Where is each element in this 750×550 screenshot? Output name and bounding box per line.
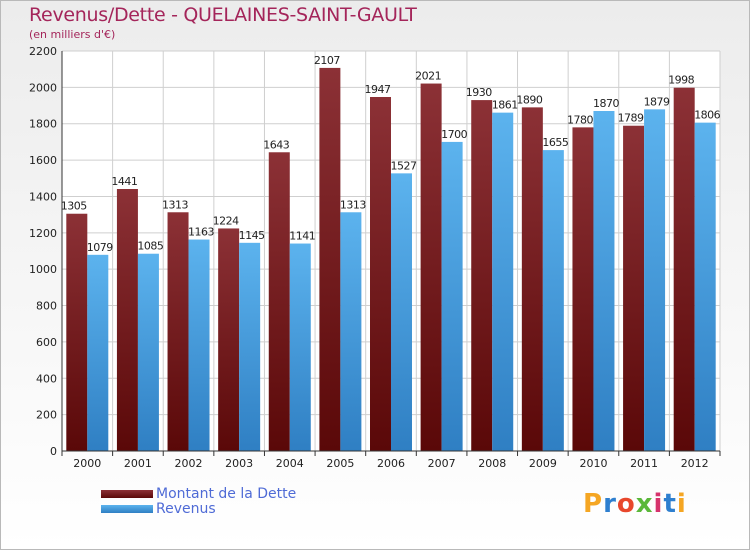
- x-tick-label: 2012: [681, 457, 709, 470]
- data-label: 1655: [542, 136, 568, 149]
- x-tick-label: 2003: [225, 457, 253, 470]
- data-label: 1085: [137, 240, 163, 253]
- bar-revenue: [644, 109, 666, 451]
- data-label: 2107: [314, 54, 340, 67]
- data-label: 1441: [111, 175, 137, 188]
- data-label: 1079: [87, 241, 113, 254]
- bar-debt: [116, 189, 138, 451]
- bar-debt: [319, 67, 341, 451]
- x-tick-label: 2007: [428, 457, 456, 470]
- chart-subtitle: (en milliers d'€): [29, 28, 116, 41]
- bar-debt: [673, 87, 695, 452]
- bar-debt: [167, 212, 189, 451]
- bar-revenue: [441, 141, 463, 451]
- x-tick-label: 2002: [175, 457, 203, 470]
- x-tick-label: 2004: [276, 457, 304, 470]
- bar-revenue: [593, 111, 615, 451]
- data-label: 1861: [492, 99, 518, 112]
- y-tick-label: 1600: [29, 154, 57, 167]
- y-tick-label: 800: [36, 300, 57, 313]
- data-label: 1947: [365, 83, 391, 96]
- bar-revenue: [137, 253, 159, 451]
- data-label: 1305: [61, 200, 87, 213]
- data-label: 1870: [593, 97, 619, 110]
- data-label: 1643: [263, 138, 289, 151]
- y-tick-label: 1800: [29, 118, 57, 131]
- legend-swatch-debt: [101, 490, 153, 498]
- data-label: 1313: [162, 198, 188, 211]
- data-label: 1700: [441, 128, 467, 141]
- bar-revenue: [87, 254, 109, 451]
- bar-revenue: [391, 173, 412, 451]
- bar-debt: [471, 100, 493, 451]
- y-tick-label: 1400: [29, 190, 57, 203]
- data-label: 1879: [644, 95, 670, 108]
- x-tick-label: 2008: [478, 457, 506, 470]
- bar-debt: [623, 125, 645, 452]
- y-tick-label: 2000: [29, 81, 57, 94]
- data-label: 1145: [239, 229, 265, 242]
- x-tick-label: 2006: [377, 457, 405, 470]
- y-tick-label: 1200: [29, 227, 57, 240]
- bar-revenue: [542, 150, 564, 451]
- y-tick-label: 400: [36, 372, 57, 385]
- legend-label-debt: Montant de la Dette: [156, 486, 297, 502]
- bar-debt: [218, 228, 240, 451]
- data-label: 1141: [289, 230, 315, 243]
- x-tick-label: 2011: [630, 457, 658, 470]
- data-label: 1930: [466, 86, 492, 99]
- data-label: 1890: [516, 93, 542, 106]
- y-tick-label: 600: [36, 336, 57, 349]
- bar-debt: [572, 127, 594, 451]
- y-tick-label: 0: [50, 445, 57, 458]
- bar-revenue: [492, 112, 514, 452]
- bar-revenue: [289, 243, 311, 451]
- data-label: 1789: [618, 112, 644, 125]
- data-label: 1806: [694, 109, 720, 122]
- data-label: 1163: [188, 226, 214, 239]
- bar-debt: [66, 213, 88, 451]
- y-tick-label: 2200: [29, 45, 57, 58]
- x-tick-label: 2010: [579, 457, 607, 470]
- x-tick-label: 2009: [529, 457, 557, 470]
- data-label: 1313: [340, 198, 366, 211]
- data-label: 1998: [668, 74, 694, 87]
- bar-revenue: [340, 212, 362, 451]
- x-tick-label: 2001: [124, 457, 152, 470]
- data-label: 2021: [415, 70, 441, 83]
- y-tick-label: 200: [36, 409, 57, 422]
- x-tick-label: 2000: [73, 457, 101, 470]
- data-label: 1527: [391, 159, 417, 172]
- bar-revenue: [694, 122, 716, 452]
- bar-debt: [521, 107, 543, 451]
- bar-revenue: [239, 242, 261, 451]
- legend-label-revenue: Revenus: [156, 501, 216, 517]
- chart-title: Revenus/Dette - QUELAINES-SAINT-GAULT: [29, 4, 417, 26]
- data-label: 1780: [567, 113, 593, 126]
- bar-debt: [268, 152, 290, 452]
- bar-debt: [370, 97, 391, 451]
- bar-revenue: [188, 239, 210, 451]
- y-tick-label: 1000: [29, 263, 57, 276]
- legend-swatch-revenue: [101, 505, 153, 513]
- bar-debt: [420, 83, 442, 451]
- proxiti-logo: Proxiti: [583, 489, 687, 519]
- x-tick-label: 2005: [326, 457, 354, 470]
- data-label: 1224: [213, 214, 239, 227]
